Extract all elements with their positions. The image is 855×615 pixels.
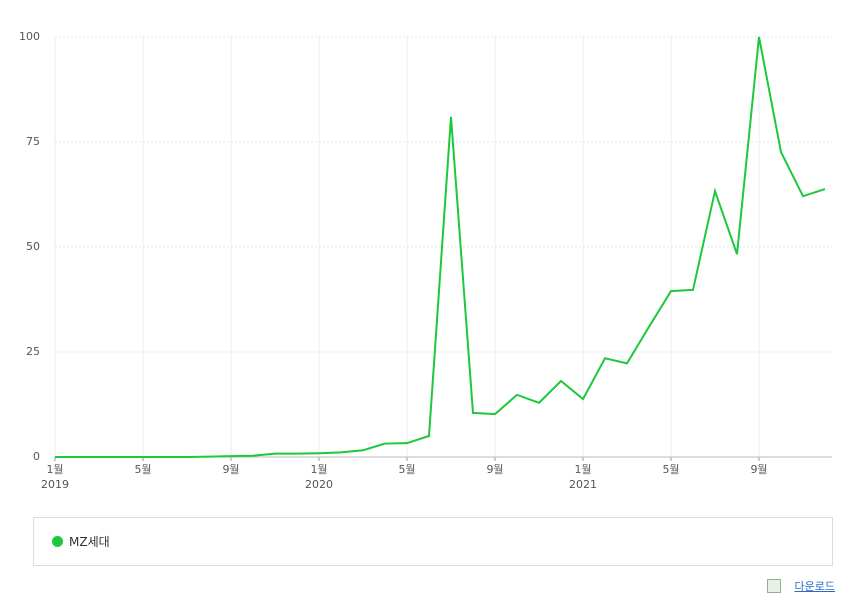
x-tick-label: 9월 — [486, 463, 503, 476]
x-tick-label: 1월 — [46, 463, 63, 476]
x-tick-label: 5월 — [398, 463, 415, 476]
x-year-label: 2020 — [305, 478, 333, 491]
x-year-label: 2019 — [41, 478, 69, 491]
x-tick-label: 9월 — [750, 463, 767, 476]
y-tick-label: 25 — [26, 345, 40, 358]
x-tick-label: 5월 — [134, 463, 151, 476]
y-tick-label: 75 — [26, 135, 40, 148]
x-tick-label: 1월 — [310, 463, 327, 476]
x-tick-label: 5월 — [662, 463, 679, 476]
legend-label[interactable]: MZ세대 — [69, 535, 110, 549]
chart: 0 25 50 75 100 1월 2019 5월 9월 1월 2020 5월 9월 1월 2021 5월 9월 — [19, 30, 832, 491]
legend: MZ세대 — [33, 517, 833, 566]
x-tick-label: 9월 — [222, 463, 239, 476]
download-link[interactable]: 다운로드 — [794, 580, 835, 593]
x-year-label: 2021 — [569, 478, 597, 491]
y-tick-label: 100 — [19, 30, 40, 43]
y-tick-label: 50 — [26, 240, 40, 253]
legend-marker — [52, 536, 63, 547]
excel-icon[interactable] — [766, 579, 781, 593]
y-tick-label: 0 — [33, 450, 40, 463]
download[interactable]: 다운로드 — [766, 578, 835, 594]
data-line — [55, 36, 826, 458]
x-tick-label: 1월 — [574, 463, 591, 476]
